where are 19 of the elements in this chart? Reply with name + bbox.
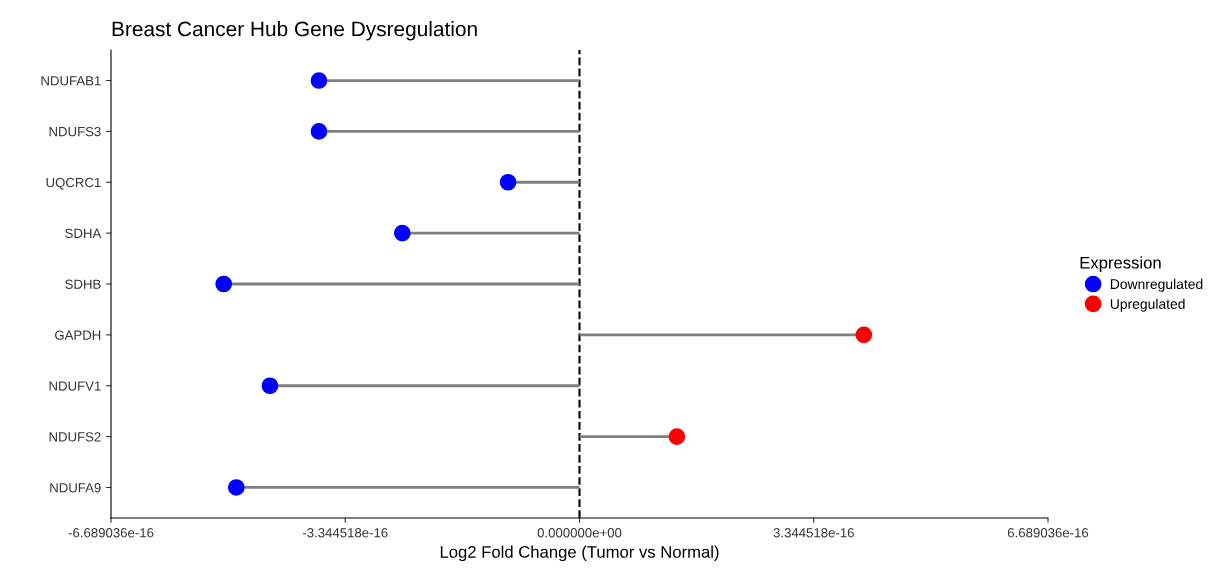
chart-title: Breast Cancer Hub Gene Dysregulation: [112, 21, 477, 41]
y-tick-label: UQCRC1: [46, 177, 101, 190]
x-tick-label: 6.689036e-16: [1007, 528, 1089, 538]
x-tick-label: 0.000000e+00: [537, 528, 622, 538]
x-tick-label: -3.344518e-16: [302, 528, 388, 538]
x-tick-label: 3.344518e-16: [773, 528, 854, 538]
legend-label: Downregulated: [1110, 278, 1203, 292]
legend-label: Upregulated: [1110, 298, 1185, 312]
y-tick-label: GAPDH: [55, 330, 101, 340]
y-tick-label: NDUFA9: [50, 483, 101, 493]
y-tick-label: SDHA: [65, 228, 102, 239]
y-tick-label: NDUFS2: [49, 432, 101, 442]
legend-title: Expression: [1080, 256, 1161, 272]
y-tick-label: NDUFS3: [49, 126, 101, 137]
y-tick-label: SDHB: [65, 279, 101, 289]
x-tick-label: -6.689036e-16: [68, 528, 154, 538]
y-tick-label: NDUFV1: [49, 381, 101, 391]
x-axis-title: Log2 Fold Change (Tumor vs Normal): [440, 545, 719, 562]
y-tick-label: NDUFAB1: [41, 76, 101, 86]
